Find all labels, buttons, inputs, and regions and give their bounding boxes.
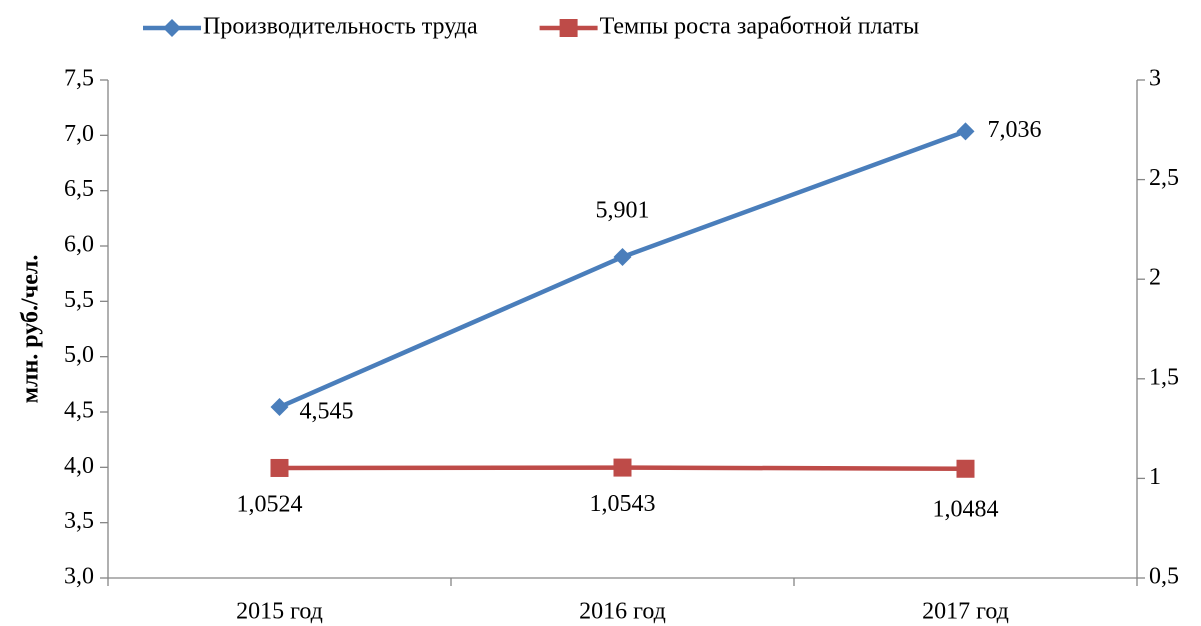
point-marker (613, 458, 632, 477)
point-marker (956, 459, 975, 478)
y-tick-label: 4,0 (64, 453, 94, 479)
y2-tick-label: 1 (1149, 464, 1161, 490)
legend-label: Темпы роста заработной платы (600, 14, 920, 40)
data-label: 1,0524 (237, 491, 303, 517)
legend-marker (163, 19, 181, 37)
y2-tick-label: 3 (1149, 66, 1161, 92)
y-tick-label: 7,0 (64, 121, 94, 147)
y-tick-label: 6,5 (64, 176, 94, 202)
point-marker (270, 398, 289, 417)
y-tick-label: 5,0 (64, 342, 94, 368)
y-tick-label: 5,5 (64, 287, 94, 313)
y2-tick-label: 2,5 (1149, 165, 1179, 191)
legend-marker (559, 19, 578, 37)
data-label: 1,0543 (590, 491, 656, 517)
data-label: 1,0484 (933, 496, 999, 522)
data-label: 7,036 (988, 117, 1042, 143)
legend-label: Производительность труда (203, 14, 478, 40)
y-axis-label: млн. руб./чел. (18, 255, 44, 404)
y2-tick-label: 0,5 (1149, 564, 1179, 590)
y-tick-label: 7,5 (64, 66, 94, 92)
x-tick-label: 2015 год (236, 599, 323, 625)
data-label: 4,545 (300, 399, 354, 425)
point-marker (270, 458, 289, 477)
y-tick-label: 6,0 (64, 232, 94, 258)
data-label: 5,901 (596, 197, 650, 223)
y-tick-label: 3,0 (64, 564, 94, 590)
x-tick-label: 2017 год (922, 599, 1009, 625)
y2-tick-label: 1,5 (1149, 364, 1179, 390)
series-line (278, 129, 967, 410)
y-tick-label: 3,5 (64, 508, 94, 534)
y-tick-label: 4,5 (64, 398, 94, 424)
point-marker (956, 122, 975, 141)
y2-tick-label: 2 (1149, 265, 1161, 291)
point-marker (613, 247, 632, 266)
x-tick-label: 2016 год (579, 599, 666, 625)
